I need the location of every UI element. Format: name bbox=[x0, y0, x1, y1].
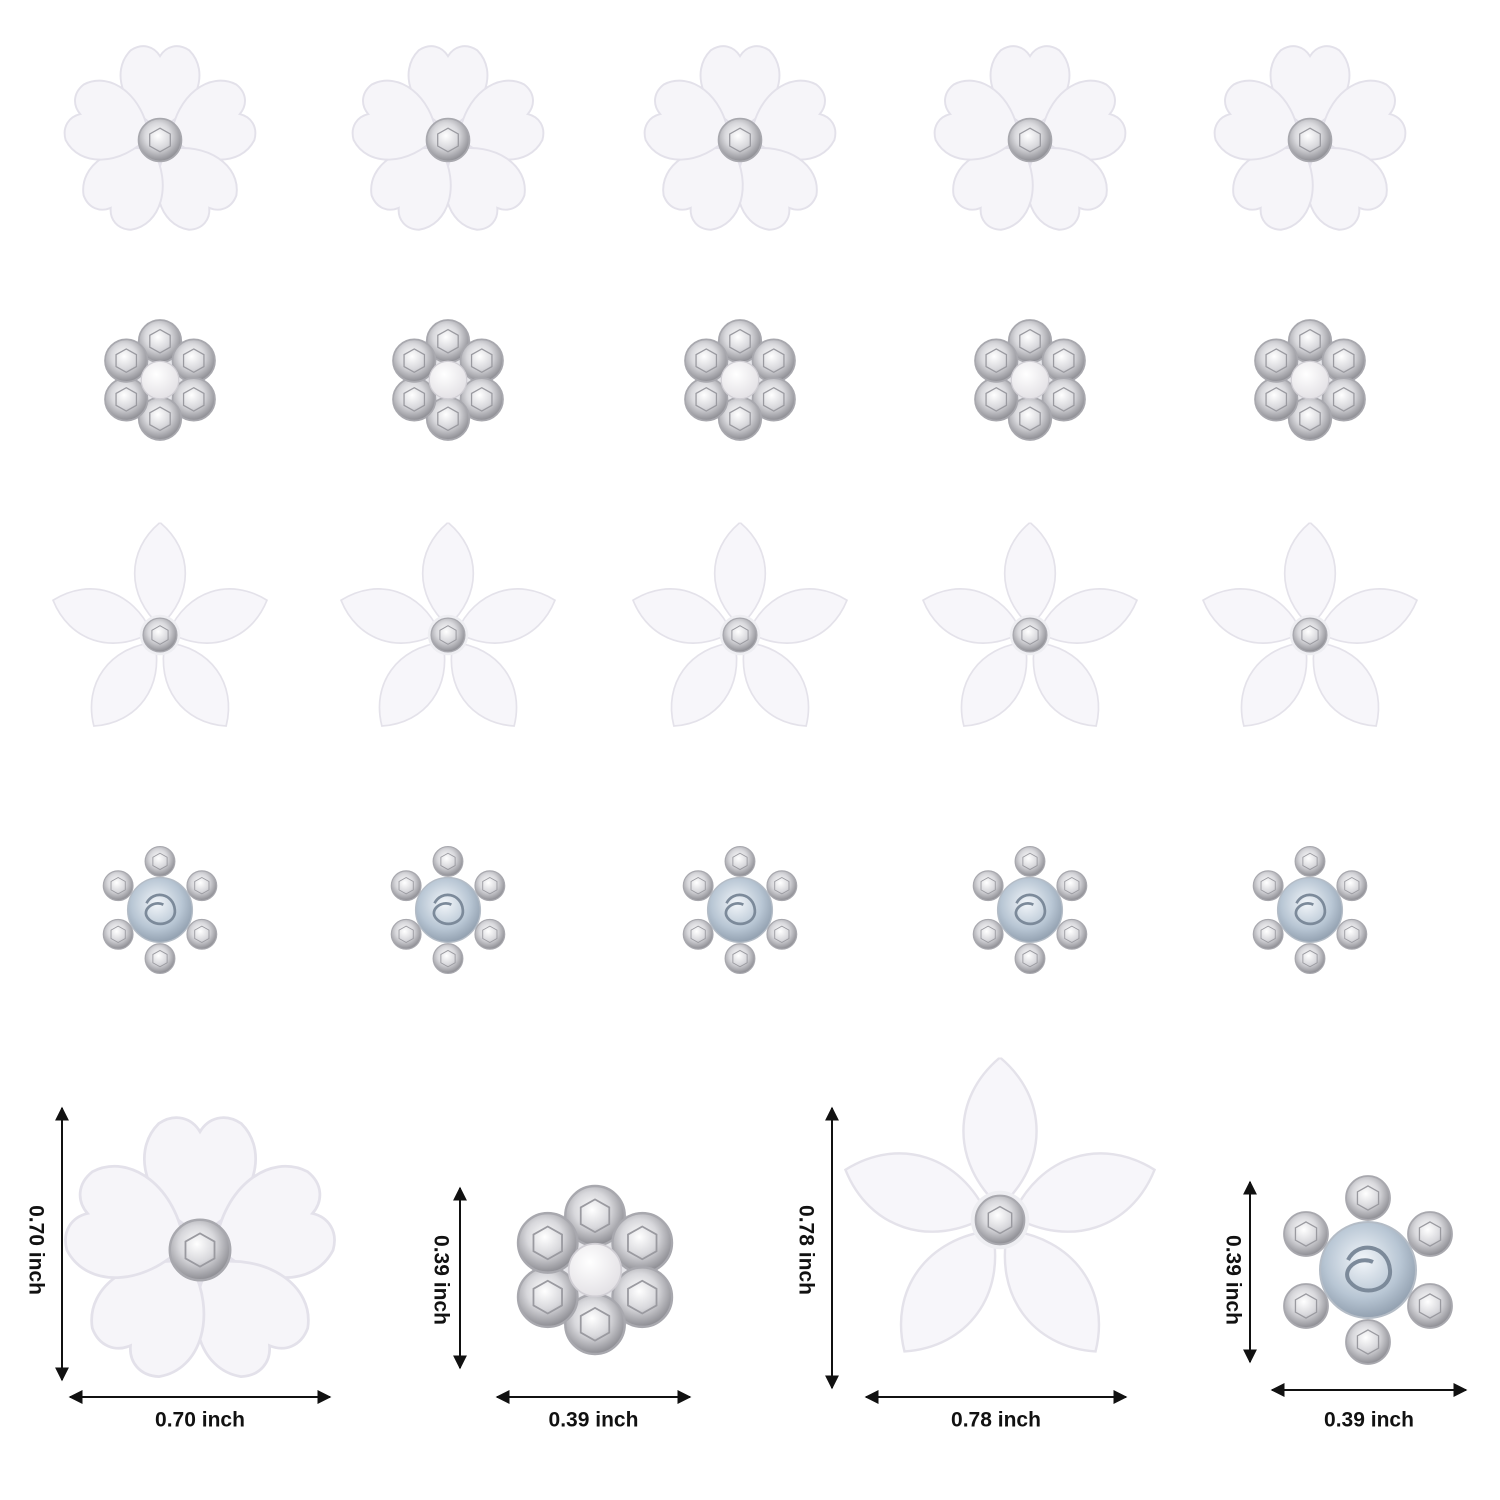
flower bbox=[1255, 320, 1365, 440]
flower bbox=[834, 1058, 1166, 1373]
flowers bbox=[45, 46, 1452, 1390]
flower bbox=[393, 320, 503, 440]
flower bbox=[915, 523, 1145, 741]
width-label: 0.39 inch bbox=[1324, 1409, 1414, 1432]
flower bbox=[975, 320, 1085, 440]
flower bbox=[1209, 46, 1412, 239]
height-label: 0.39 inch bbox=[1221, 1235, 1244, 1325]
height-label: 0.39 inch bbox=[429, 1235, 452, 1325]
flower bbox=[59, 46, 262, 239]
width-label: 0.39 inch bbox=[549, 1409, 639, 1432]
flower bbox=[57, 1118, 343, 1390]
flower bbox=[685, 320, 795, 440]
flower bbox=[45, 523, 275, 741]
height-label: 0.78 inch bbox=[794, 1205, 817, 1295]
flower bbox=[105, 320, 215, 440]
flower bbox=[518, 1186, 672, 1354]
flower bbox=[347, 46, 550, 239]
flower bbox=[973, 847, 1086, 974]
flower bbox=[929, 46, 1132, 239]
height-label: 0.70 inch bbox=[24, 1205, 47, 1295]
flower bbox=[639, 46, 842, 239]
flower bbox=[103, 847, 216, 974]
flower bbox=[391, 847, 504, 974]
flower bbox=[333, 523, 563, 741]
flower bbox=[1253, 847, 1366, 974]
width-label: 0.70 inch bbox=[155, 1409, 245, 1432]
flower bbox=[1284, 1176, 1452, 1364]
dimension-annotations: 0.70 inch 0.70 inch 0.39 inch 0.39 inch 0.78… bbox=[24, 1106, 1468, 1432]
flower bbox=[625, 523, 855, 741]
flower bbox=[683, 847, 796, 974]
width-label: 0.78 inch bbox=[951, 1409, 1041, 1432]
flower bbox=[1195, 523, 1425, 741]
